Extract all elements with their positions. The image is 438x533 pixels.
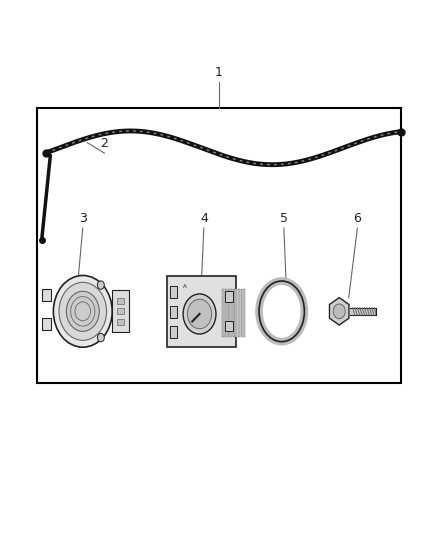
Circle shape (187, 299, 212, 329)
Bar (117, 297, 124, 304)
Bar (117, 308, 124, 314)
Bar (230, 289, 232, 337)
Bar (233, 289, 235, 337)
Text: 5: 5 (280, 212, 288, 225)
Bar (240, 289, 242, 337)
Text: 2: 2 (100, 138, 108, 150)
Text: 3: 3 (79, 212, 87, 225)
Circle shape (53, 276, 112, 347)
Circle shape (97, 281, 104, 289)
Text: 4: 4 (200, 212, 208, 225)
Bar (225, 292, 233, 302)
Bar (236, 289, 237, 337)
Bar (350, 308, 375, 315)
Polygon shape (329, 297, 349, 325)
Bar (37, 108, 401, 383)
Bar (42, 289, 51, 301)
Text: 6: 6 (353, 212, 361, 225)
Bar (170, 286, 177, 297)
Circle shape (66, 292, 99, 332)
Bar (117, 319, 124, 325)
Bar (167, 276, 236, 347)
Circle shape (59, 282, 106, 341)
Text: 1: 1 (215, 66, 223, 79)
Text: A: A (183, 284, 186, 288)
Bar (170, 306, 177, 318)
Circle shape (333, 304, 345, 319)
Bar (112, 290, 129, 333)
Circle shape (183, 294, 216, 334)
Bar (42, 318, 51, 330)
Bar (243, 289, 245, 337)
Bar (225, 289, 227, 337)
Circle shape (97, 333, 104, 342)
Bar (223, 289, 224, 337)
Bar (228, 289, 230, 337)
Bar (238, 289, 240, 337)
Bar (170, 326, 177, 338)
Bar (225, 321, 233, 332)
